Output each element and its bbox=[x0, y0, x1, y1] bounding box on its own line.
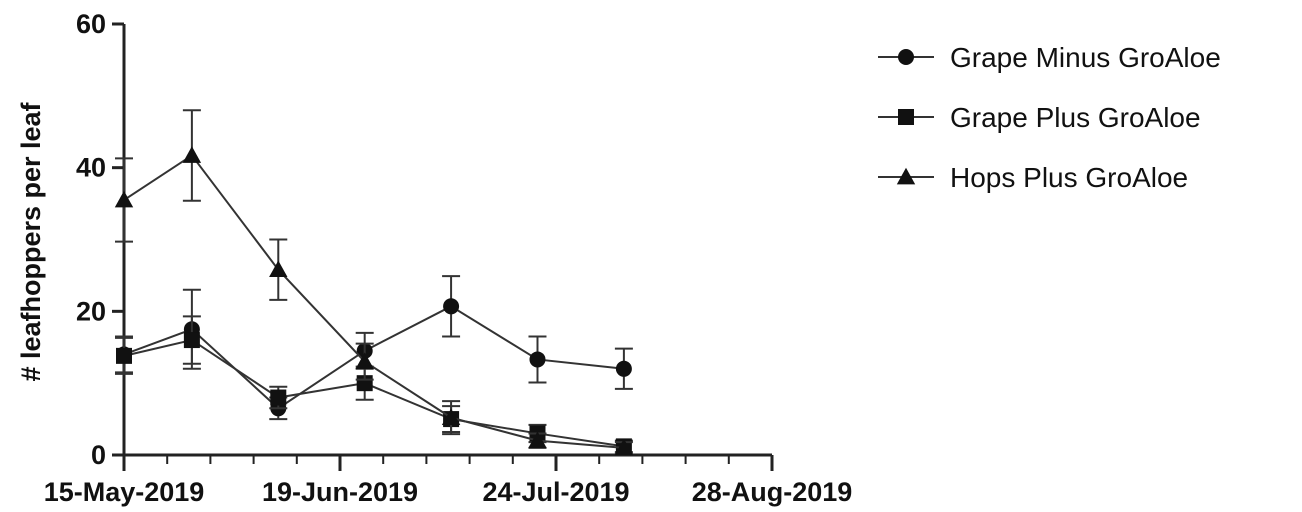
legend-label: Grape Plus GroAloe bbox=[950, 102, 1201, 133]
data-point-triangle bbox=[896, 167, 916, 185]
data-point-triangle bbox=[114, 190, 134, 208]
data-point-circle bbox=[898, 49, 914, 65]
x-tick-label: 19-Jun-2019 bbox=[262, 477, 418, 507]
data-point-circle bbox=[443, 298, 460, 315]
series-line bbox=[123, 338, 625, 448]
plot-area bbox=[114, 109, 634, 456]
y-tick-label: 0 bbox=[91, 440, 106, 470]
legend-label: Grape Minus GroAloe bbox=[950, 42, 1221, 73]
data-point-square bbox=[116, 347, 132, 364]
data-point-triangle bbox=[614, 438, 634, 456]
legend-item: Grape Plus GroAloe bbox=[878, 102, 1201, 133]
series-line bbox=[123, 305, 624, 410]
y-tick-label: 20 bbox=[76, 296, 106, 326]
data-point-triangle bbox=[528, 431, 547, 448]
y-tick-label: 60 bbox=[76, 9, 106, 39]
legend-item: Hops Plus GroAloe bbox=[878, 162, 1188, 193]
series-triangle bbox=[114, 109, 634, 456]
series-square bbox=[115, 315, 633, 455]
data-point-square bbox=[270, 389, 287, 406]
data-point-triangle bbox=[182, 146, 202, 163]
data-point-triangle bbox=[269, 260, 288, 278]
x-tick-label: 28-Aug-2019 bbox=[692, 477, 853, 507]
legend: Grape Minus GroAloe Grape Plus GroAloe Hop… bbox=[878, 42, 1221, 193]
data-point-triangle bbox=[355, 352, 374, 369]
legend-label: Hops Plus GroAloe bbox=[950, 162, 1188, 193]
y-tick-label: 40 bbox=[76, 153, 106, 183]
y-axis-title: # leafhoppers per leaf bbox=[16, 101, 46, 381]
data-point-circle bbox=[529, 351, 546, 368]
x-tick-label: 24-Jul-2019 bbox=[482, 477, 629, 507]
data-point-square bbox=[898, 109, 914, 125]
legend-item: Grape Minus GroAloe bbox=[878, 42, 1221, 73]
data-point-circle bbox=[615, 360, 632, 377]
data-point-triangle bbox=[441, 408, 461, 426]
series-line bbox=[123, 154, 624, 449]
data-point-square bbox=[183, 332, 200, 349]
x-tick-label: 15-May-2019 bbox=[44, 477, 205, 507]
chart-axes: 0 20 40 60 15-May-2019 19-Jun-2019 24-Jul-2019… bbox=[44, 9, 853, 507]
